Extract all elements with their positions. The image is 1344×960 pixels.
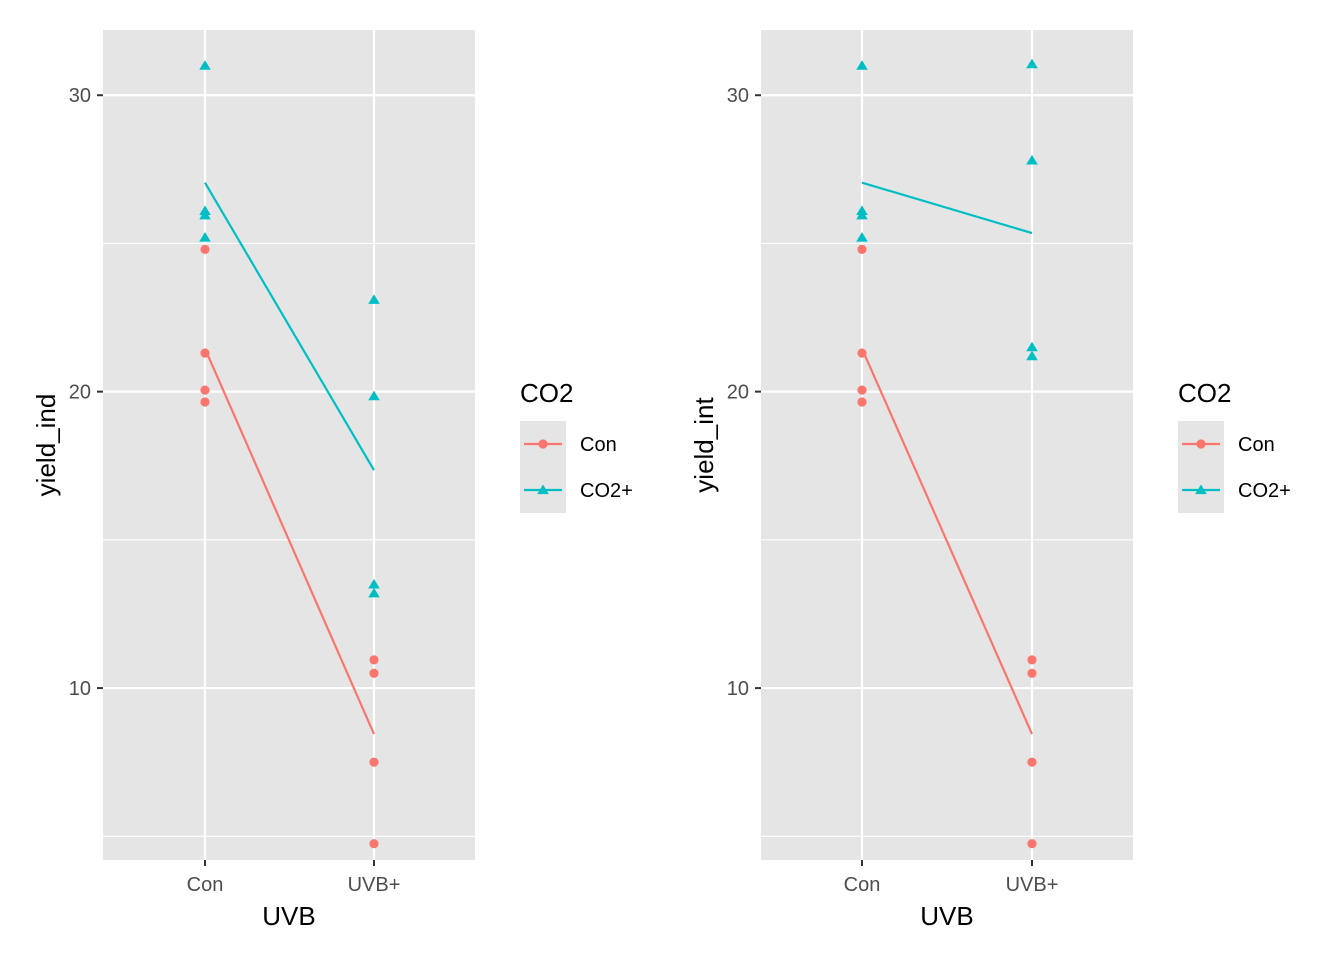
x-tick-label: UVB+ (348, 874, 401, 896)
data-point-con (1027, 839, 1037, 849)
data-point-con (369, 668, 379, 678)
plot-panel (103, 30, 475, 860)
plot-panel (761, 30, 1133, 860)
series-line-con (203, 348, 376, 735)
legend-title: CO2 (520, 378, 573, 408)
data-point-co2plus (856, 60, 868, 70)
data-point-co2plus (1026, 350, 1038, 361)
x-tick-label: Con (187, 874, 224, 896)
y-tick-label: 30 (727, 85, 749, 107)
series-line-co2plus (861, 181, 1033, 235)
data-point-co2plus (368, 587, 380, 598)
data-point-co2plus (1026, 341, 1038, 352)
data-point-con (369, 757, 379, 767)
data-point-con (1027, 655, 1037, 665)
legend-key-point (1196, 439, 1206, 449)
x-tick-label: Con (844, 874, 881, 896)
data-point-con (857, 348, 867, 358)
series-line-con (860, 348, 1034, 735)
data-point-con (1027, 757, 1037, 767)
x-tick-label: UVB+ (1006, 874, 1059, 896)
data-point-con (857, 397, 867, 407)
y-tick-label: 10 (727, 678, 749, 700)
data-point-con (1027, 668, 1037, 678)
legend-key-point (538, 439, 548, 449)
data-point-con (369, 655, 379, 665)
chart-1: 10 20 30 Con UVB+ UVB yield_ind CO2 Con CO2+ (31, 30, 633, 931)
y-tick-label: 10 (69, 678, 91, 700)
data-point-co2plus (199, 60, 211, 70)
y-tick-label: 30 (69, 85, 91, 107)
data-point-co2plus (1026, 154, 1038, 165)
x-axis-title: UVB (920, 901, 973, 931)
y-tick-label: 20 (727, 382, 749, 404)
data-point-co2plus (199, 232, 211, 242)
legend-label: Con (580, 434, 617, 456)
data-point-co2plus (368, 390, 380, 401)
data-point-con (369, 839, 379, 849)
data-point-co2plus (199, 209, 211, 220)
legend-label: CO2+ (1238, 480, 1291, 502)
y-tick-label: 20 (69, 382, 91, 404)
legend: CO2 Con CO2+ (520, 378, 633, 513)
y-axis-title: yield_int (689, 397, 719, 493)
legend-title: CO2 (1178, 378, 1231, 408)
data-point-con (200, 385, 210, 395)
series-line-co2plus (204, 182, 375, 471)
data-point-con (200, 397, 210, 407)
y-axis-title: yield_ind (31, 394, 61, 497)
data-point-co2plus (368, 294, 380, 304)
x-axis-title: UVB (262, 901, 315, 931)
legend-key-point (1195, 484, 1207, 495)
data-point-con (200, 244, 210, 254)
data-point-con (857, 385, 867, 395)
data-point-co2plus (856, 232, 868, 242)
chart-2: 10 20 30 Con UVB+ UVB yield_int CO2 Con CO2+ (689, 30, 1291, 931)
data-point-co2plus (368, 578, 380, 589)
legend-label: Con (1238, 434, 1275, 456)
legend-label: CO2+ (580, 480, 633, 502)
data-point-co2plus (856, 209, 868, 220)
legend-key-point (537, 484, 549, 495)
data-point-con (857, 244, 867, 254)
data-point-co2plus (1026, 58, 1038, 69)
data-point-con (200, 348, 210, 358)
legend: CO2 Con CO2+ (1178, 378, 1291, 513)
